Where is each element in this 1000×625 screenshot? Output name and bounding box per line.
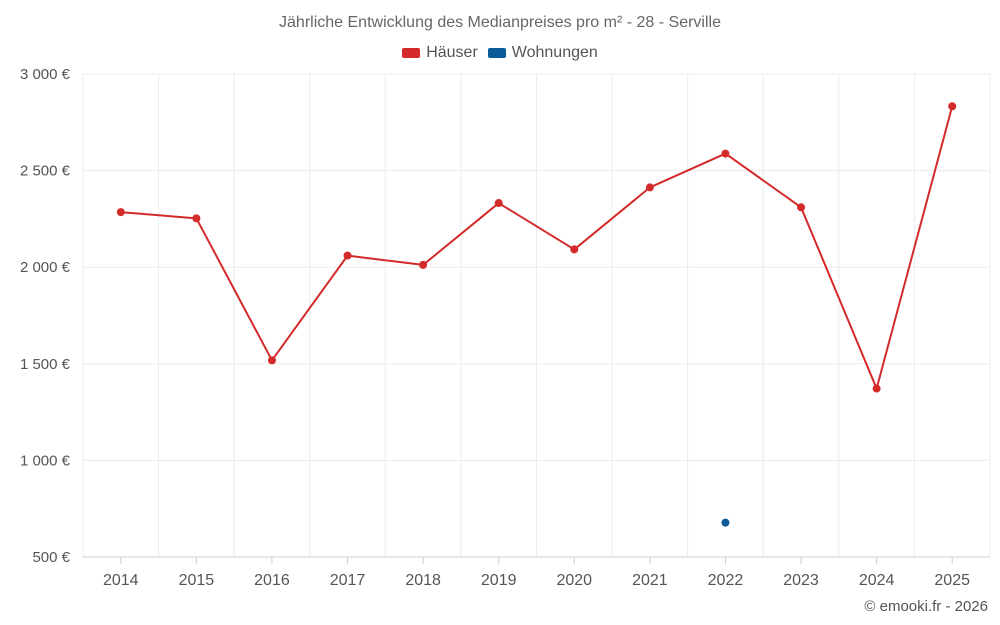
data-point-series-0 xyxy=(419,260,428,269)
y-tick-label: 3 000 € xyxy=(20,66,71,83)
legend-swatch-haeuser xyxy=(402,48,421,58)
legend: Häuser Wohnungen xyxy=(0,44,1000,62)
copyright-notice: © emooki.fr - 2026 xyxy=(864,598,988,615)
y-tick-label: 2 500 € xyxy=(20,163,71,180)
data-point-series-0 xyxy=(267,356,276,365)
series-line-0 xyxy=(120,106,954,390)
y-tick-label: 2 000 € xyxy=(20,259,71,276)
x-tick-label: 2022 xyxy=(708,572,744,589)
x-tick-label: 2014 xyxy=(103,572,139,589)
legend-item-wohnungen[interactable]: Wohnungen xyxy=(487,44,598,62)
x-tick-label: 2018 xyxy=(405,572,441,589)
data-point-series-0 xyxy=(343,251,352,260)
x-tick-label: 2019 xyxy=(481,572,517,589)
x-tick-label: 2020 xyxy=(556,572,592,589)
data-point-series-0 xyxy=(872,384,881,393)
data-point-series-0 xyxy=(948,102,957,111)
data-point-series-0 xyxy=(645,183,654,192)
chart-title: Jährliche Entwicklung des Medianpreises … xyxy=(279,14,721,31)
x-tick-label: 2015 xyxy=(179,572,215,589)
data-point-series-0 xyxy=(494,199,503,208)
data-point-series-0 xyxy=(116,208,125,217)
data-point-series-0 xyxy=(797,203,806,212)
legend-label-haeuser: Häuser xyxy=(426,44,478,61)
x-tick-label: 2017 xyxy=(330,572,366,589)
x-tick-label: 2025 xyxy=(934,572,970,589)
y-tick-label: 1 000 € xyxy=(20,452,71,469)
legend-item-haeuser[interactable]: Häuser xyxy=(402,44,478,62)
x-tick-label: 2024 xyxy=(859,572,895,589)
legend-swatch-wohnungen xyxy=(487,48,506,58)
data-point-series-0 xyxy=(570,245,579,254)
x-tick-label: 2016 xyxy=(254,572,290,589)
data-point-series-0 xyxy=(192,214,201,223)
y-tick-label: 1 500 € xyxy=(20,356,71,373)
x-tick-label: 2023 xyxy=(783,572,819,589)
y-tick-label: 500 € xyxy=(32,549,70,566)
data-point-series-1 xyxy=(721,518,730,527)
x-tick-label: 2021 xyxy=(632,572,668,589)
data-point-series-0 xyxy=(721,149,730,158)
legend-label-wohnungen: Wohnungen xyxy=(511,44,598,61)
